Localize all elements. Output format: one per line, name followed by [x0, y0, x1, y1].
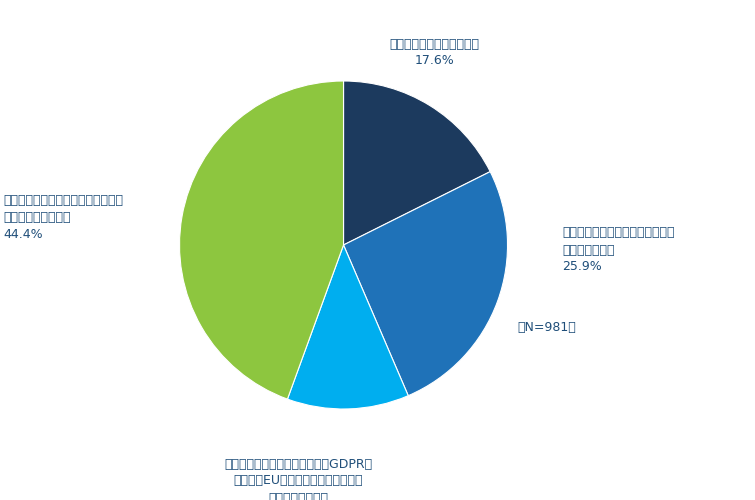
Text: （N=981）: （N=981）: [517, 321, 576, 334]
Text: 現在、やりとりをしている
17.6%: 現在、やりとりをしている 17.6%: [389, 38, 479, 68]
Wedge shape: [180, 81, 344, 399]
Text: 現在はやりとりがないが、今後や
りとりする予定
25.9%: 現在はやりとりがないが、今後や りとりする予定 25.9%: [562, 226, 675, 274]
Wedge shape: [344, 81, 490, 245]
Text: 現在、やりとりはなく、今後もやり
とりする予定はない
44.4%: 現在、やりとりはなく、今後もやり とりする予定はない 44.4%: [4, 194, 124, 241]
Text: これまでやりとりがあったが、GDPR施
行以降、EU、日本それぞれでデータ
の処理をしている
12.0%: これまでやりとりがあったが、GDPR施 行以降、EU、日本それぞれでデータ の処…: [224, 458, 372, 500]
Wedge shape: [344, 172, 507, 396]
Wedge shape: [288, 245, 408, 409]
